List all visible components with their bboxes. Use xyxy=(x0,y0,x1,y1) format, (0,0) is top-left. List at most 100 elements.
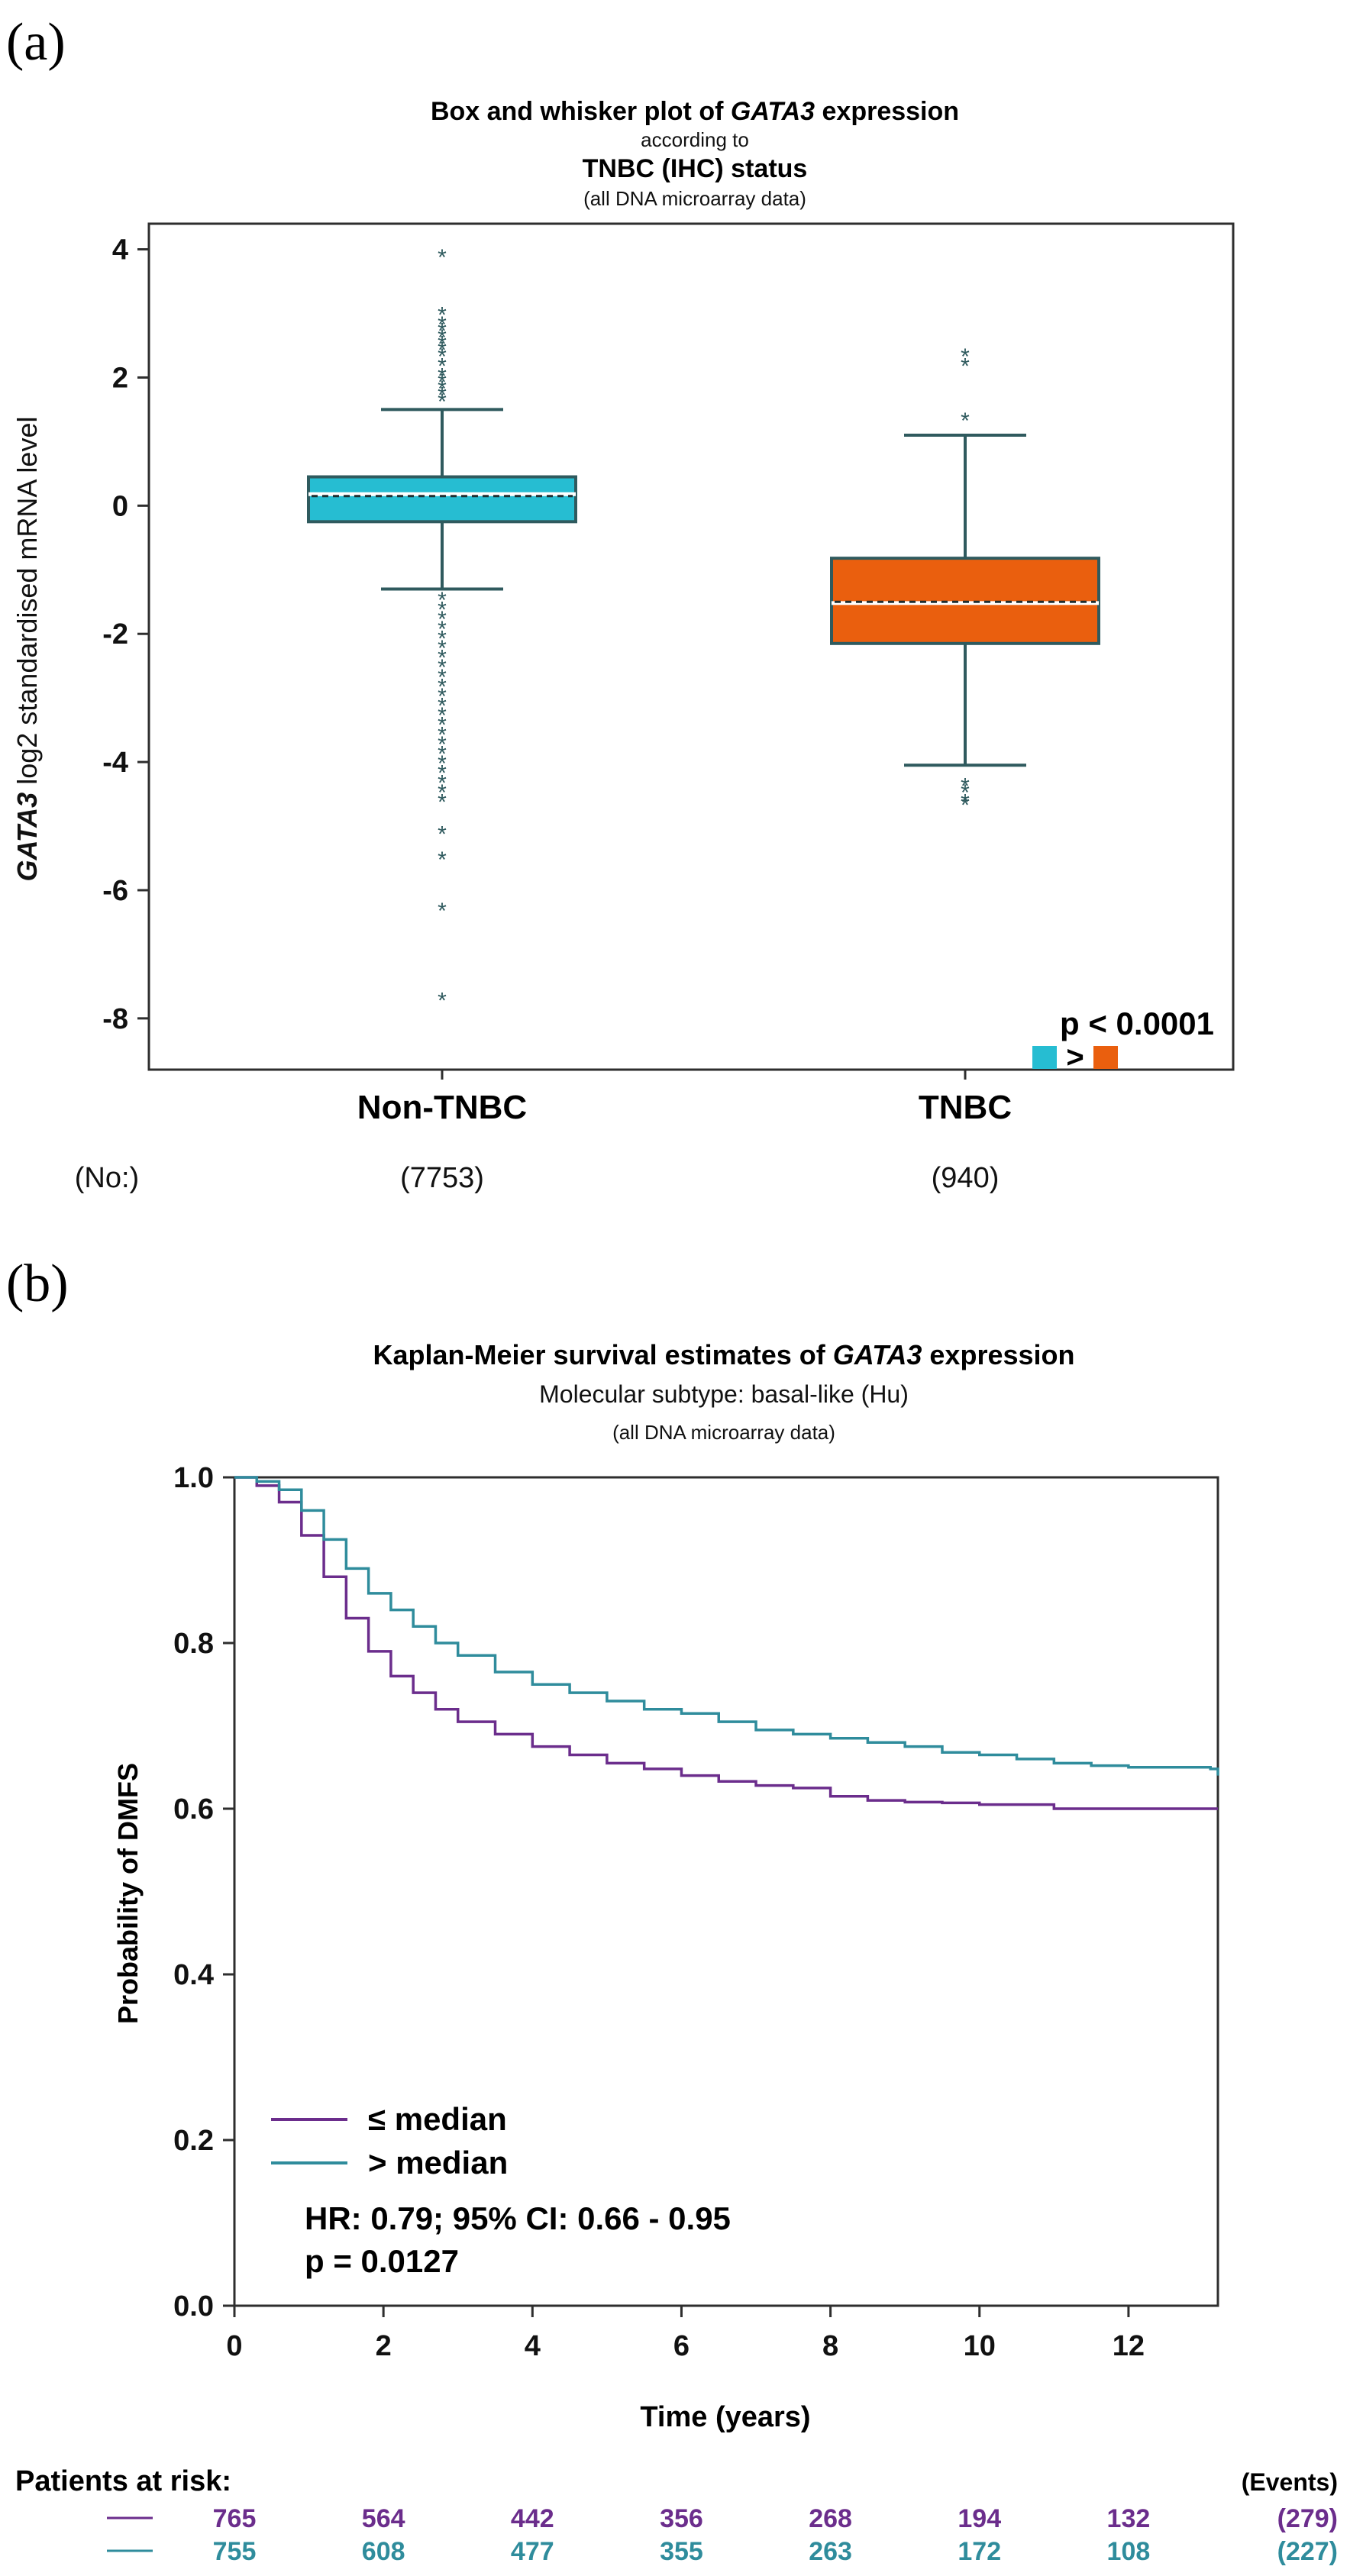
panel-a-x-categories: Non-TNBC (7753) TNBC (940) xyxy=(357,1070,1012,1194)
risk-count: 108 xyxy=(1107,2537,1151,2566)
survival-curve-low xyxy=(234,1476,1218,1810)
panel-a-legend-swatch-nontnbc xyxy=(1032,1046,1057,1069)
outlier-point: * xyxy=(961,354,970,379)
outlier-point: * xyxy=(438,780,447,805)
panel-b-x-ticks: 0 2 4 6 8 10 12 xyxy=(226,2306,1145,2362)
panel-a-boxes: ****************************************… xyxy=(307,245,1100,1014)
y-tick-label: 0.2 xyxy=(173,2125,214,2157)
panel-b-x-axis-title: Time (years) xyxy=(640,2401,810,2433)
outlier-point: * xyxy=(438,684,447,709)
panel-a-y-axis-title: GATA3 log2 standardised mRNA level xyxy=(11,417,43,882)
risk-count: 608 xyxy=(362,2537,405,2566)
y-tick-label: 2 xyxy=(112,362,128,394)
outlier-point: * xyxy=(438,713,447,738)
outlier-point: * xyxy=(438,655,447,680)
outlier-point: * xyxy=(961,408,970,434)
risk-count: 268 xyxy=(809,2504,852,2533)
x-tick-label: 10 xyxy=(964,2330,996,2362)
risk-count: 477 xyxy=(511,2537,554,2566)
outlier-point: * xyxy=(438,376,447,402)
box-iqr xyxy=(307,475,577,524)
outlier-point: * xyxy=(438,770,447,796)
panel-a-title-line2: according to xyxy=(641,128,749,151)
risk-count: 442 xyxy=(511,2504,554,2533)
panel-b-title-line3: (all DNA microarray data) xyxy=(612,1421,835,1444)
risk-count: 263 xyxy=(809,2537,852,2566)
panel-b-y-ticks: 0.0 0.2 0.4 0.6 0.8 1.0 xyxy=(173,1462,234,2323)
outlier-point: * xyxy=(438,370,447,395)
panel-b-label: (b) xyxy=(6,1254,69,1313)
panel-b-p-text: p = 0.0127 xyxy=(305,2243,459,2279)
survival-curve-high xyxy=(234,1476,1219,1776)
outlier-point: * xyxy=(438,389,447,415)
outlier-point: * xyxy=(438,354,447,379)
panel-b-legend: ≤ median > median xyxy=(271,2101,508,2181)
outlier-point: * xyxy=(438,363,447,389)
panel-b-title-line2: Molecular subtype: basal-like (Hu) xyxy=(539,1380,909,1408)
panel-b-plot-frame xyxy=(233,1476,1219,2307)
box-tnbc: ******* xyxy=(830,344,1100,818)
risk-count: 194 xyxy=(958,2504,1001,2533)
panel-a-title-line4: (all DNA microarray data) xyxy=(583,187,806,210)
risk-row-high: 755 608 477 355 263 172 108 (227) xyxy=(107,2537,1338,2566)
x-category-label: TNBC xyxy=(919,1089,1012,1126)
panel-a-label: (a) xyxy=(6,13,66,72)
outlier-point: * xyxy=(438,822,447,847)
risk-table-title: Patients at risk: xyxy=(15,2465,231,2497)
y-tick-label: 0.8 xyxy=(173,1628,214,1660)
outlier-point: * xyxy=(438,674,447,699)
outlier-point: * xyxy=(438,722,447,747)
outlier-point: * xyxy=(438,319,447,344)
x-category-count: (7753) xyxy=(400,1162,484,1194)
y-tick-label: 0 xyxy=(112,490,128,522)
outlier-point: * xyxy=(438,325,447,350)
x-tick-label: 4 xyxy=(525,2330,541,2362)
legend-label-high: > median xyxy=(368,2145,508,2181)
panel-a-legend-comparison: > xyxy=(1066,1041,1084,1074)
panel-a-y-ticks: 4 2 0 -2 -4 -6 -8 xyxy=(102,234,149,1035)
outlier-point: * xyxy=(438,751,447,776)
risk-table-events-title: (Events) xyxy=(1242,2468,1338,2496)
outlier-point: * xyxy=(438,598,447,623)
risk-count: 755 xyxy=(213,2537,257,2566)
panel-b-title-line1: Kaplan-Meier survival estimates of GATA3… xyxy=(373,1339,1075,1370)
panel-a-title-line1: Box and whisker plot of GATA3 expression xyxy=(431,97,959,126)
outlier-point: * xyxy=(438,789,447,815)
outlier-point: * xyxy=(438,331,447,357)
panel-a-title-line3: TNBC (IHC) status xyxy=(583,154,808,183)
panel-b-y-axis-title: Probability of DMFS xyxy=(112,1763,144,2024)
risk-table: 765 564 442 356 268 194 132 (279) 755 608 477 355 26… xyxy=(107,2504,1338,2566)
risk-count: 132 xyxy=(1107,2504,1151,2533)
outlier-point: * xyxy=(438,636,447,661)
x-tick-label: 6 xyxy=(673,2330,690,2362)
outlier-point: * xyxy=(438,303,447,328)
risk-count: 564 xyxy=(362,2504,405,2533)
outlier-point: * xyxy=(961,789,970,815)
y-tick-label: 4 xyxy=(112,234,128,266)
panel-a-plot-frame xyxy=(147,222,1235,1071)
outlier-point: * xyxy=(438,617,447,642)
outlier-point: * xyxy=(438,607,447,632)
outlier-point: * xyxy=(961,773,970,799)
risk-count: 356 xyxy=(660,2504,703,2533)
x-tick-label: 2 xyxy=(376,2330,392,2362)
outlier-point: * xyxy=(438,742,447,767)
y-tick-label: -2 xyxy=(102,618,128,650)
y-tick-label: 0.0 xyxy=(173,2290,214,2323)
risk-count: 172 xyxy=(958,2537,1001,2566)
panel-a-legend-swatch-tnbc xyxy=(1093,1046,1118,1069)
x-tick-label: 0 xyxy=(226,2330,242,2362)
legend-label-low: ≤ median xyxy=(368,2101,507,2137)
risk-events: (227) xyxy=(1277,2537,1338,2566)
outlier-point: * xyxy=(438,245,447,270)
outlier-point: * xyxy=(438,338,447,363)
panel-b-title: Kaplan-Meier survival estimates of GATA3… xyxy=(373,1339,1075,1444)
outlier-point: * xyxy=(438,665,447,690)
y-tick-label: 0.6 xyxy=(173,1793,214,1825)
y-tick-label: 0.4 xyxy=(173,1959,214,1991)
x-tick-label: 12 xyxy=(1113,2330,1145,2362)
panel-b-series xyxy=(234,1476,1219,1810)
outlier-point: * xyxy=(438,344,447,370)
outlier-point: * xyxy=(438,588,447,613)
